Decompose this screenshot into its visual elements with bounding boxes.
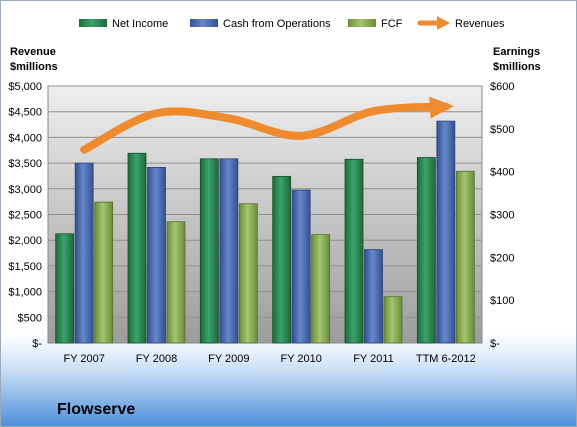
right-tick-label: $- — [490, 338, 500, 350]
revenue-line — [80, 102, 450, 154]
legend-label-revenues: Revenues — [455, 18, 505, 30]
right-tick-label: $400 — [490, 167, 514, 179]
bar-fcf — [311, 234, 331, 344]
bar-fcf — [238, 203, 258, 344]
x-tick-label: TTM 6-2012 — [416, 353, 476, 365]
bar-net-income — [416, 157, 436, 344]
x-axis-ticks: FY 2007 FY 2008 FY 2009 FY 2010 FY 2011 TTM 6… — [63, 353, 475, 365]
revenue-arrowhead — [429, 96, 454, 119]
right-tick-label: $600 — [490, 81, 514, 93]
bar-fcf — [166, 221, 186, 344]
legend-swatch-cash-from-operations — [190, 19, 218, 27]
left-tick-label: $3,500 — [8, 158, 42, 170]
right-tick-label: $100 — [490, 295, 514, 307]
bar-cash-from-operations — [74, 162, 94, 344]
left-tick-label: $5,000 — [8, 81, 42, 93]
left-tick-label: $1,000 — [8, 287, 42, 299]
bar-net-income — [127, 152, 147, 344]
right-axis-ticks: $- $100 $200 $300 $400 $500 $600 — [490, 81, 514, 350]
left-tick-label: $1,500 — [8, 261, 42, 273]
right-axis-title-line2: $millions — [493, 61, 541, 73]
revenue-line-layer — [80, 96, 454, 154]
x-tick-label: FY 2007 — [63, 353, 104, 365]
bar-net-income — [344, 158, 364, 344]
bar-fcf — [94, 201, 114, 344]
left-tick-label: $- — [32, 338, 42, 350]
left-tick-label: $2,500 — [8, 210, 42, 222]
left-tick-label: $4,500 — [8, 107, 42, 119]
legend-swatch-net-income — [79, 19, 107, 27]
bar-cash-from-operations — [219, 158, 239, 344]
gridlines — [48, 85, 482, 318]
legend-swatch-revenues — [417, 16, 450, 30]
x-tick-label: FY 2010 — [280, 353, 321, 365]
left-tick-label: $3,000 — [8, 184, 42, 196]
bar-net-income — [272, 175, 292, 344]
legend-label-fcf: FCF — [381, 18, 403, 30]
bar-fcf — [455, 170, 475, 344]
left-axis-ticks: $- $500 $1,000 $1,500 $2,000 $2,500 $3,000 $3,5… — [8, 81, 42, 350]
bar-cash-from-operations — [291, 189, 311, 344]
legend-label-net-income: Net Income — [112, 18, 168, 30]
right-tick-label: $500 — [490, 124, 514, 136]
right-axis-title-line1: Earnings — [493, 46, 540, 58]
x-tick-label: FY 2011 — [353, 353, 394, 365]
left-tick-label: $2,000 — [8, 235, 42, 247]
x-tick-label: FY 2009 — [208, 353, 249, 365]
right-tick-label: $200 — [490, 252, 514, 264]
company-name: Flowserve — [57, 401, 135, 418]
right-tick-label: $300 — [490, 210, 514, 222]
bar-cash-from-operations — [147, 166, 166, 344]
bar-fcf — [383, 296, 403, 344]
left-tick-label: $4,000 — [8, 132, 42, 144]
legend-swatch-fcf — [348, 19, 376, 27]
x-tick-label: FY 2008 — [136, 353, 177, 365]
legend-label-cash-from-operations: Cash from Operations — [223, 18, 331, 30]
left-axis-title-line1: Revenue — [10, 46, 56, 58]
bar-net-income — [199, 158, 219, 344]
bar-cash-from-operations — [436, 120, 456, 344]
bar-net-income — [55, 233, 75, 344]
bars — [55, 120, 475, 344]
left-tick-label: $500 — [18, 312, 42, 324]
bar-cash-from-operations — [364, 249, 383, 344]
left-axis-title-line2: $millions — [10, 61, 58, 73]
legend: Net Income Cash from Operations FCF Reve… — [79, 16, 505, 30]
